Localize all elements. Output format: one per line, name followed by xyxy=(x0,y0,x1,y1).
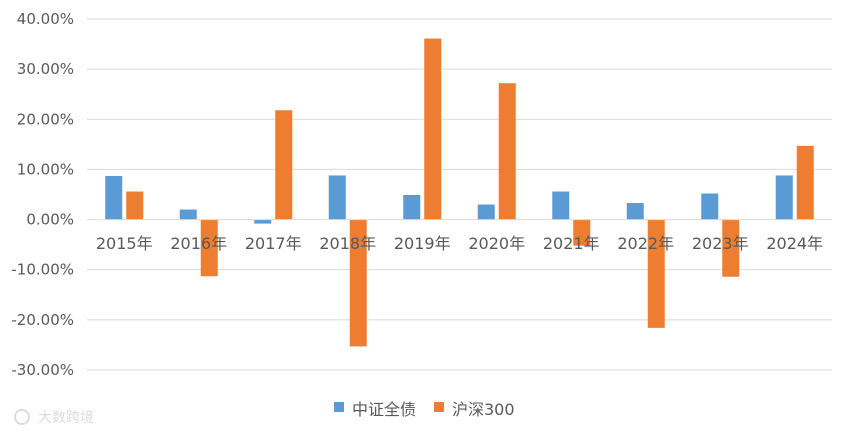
y-tick-label: -20.00% xyxy=(11,311,74,329)
bar-series-1 xyxy=(775,175,793,220)
y-tick-label: 40.00% xyxy=(17,10,74,28)
bars xyxy=(105,38,814,347)
y-tick-label: 0.00% xyxy=(26,211,74,229)
y-tick-label: -10.00% xyxy=(11,261,74,279)
x-axis-labels: 2015年 2016年 2017年 2018年 2019年 2020年 2021年 2022年… xyxy=(96,234,823,253)
bar-series-2 xyxy=(498,83,516,220)
x-tick-label: 2024年 xyxy=(766,234,823,253)
y-tick-label: 20.00% xyxy=(17,110,74,128)
bar-series-1 xyxy=(403,195,421,220)
legend-swatch-series-2 xyxy=(434,402,444,412)
x-tick-label: 2018年 xyxy=(319,234,376,253)
bar-series-1 xyxy=(179,209,197,220)
bar-series-2 xyxy=(349,219,367,347)
watermark-logo-icon xyxy=(14,409,30,425)
bar-series-2 xyxy=(424,38,442,220)
x-tick-label: 2020年 xyxy=(468,234,525,253)
y-tick-label: 10.00% xyxy=(17,160,74,178)
bar-series-2 xyxy=(275,110,293,220)
x-tick-label: 2015年 xyxy=(96,234,153,253)
bar-series-2 xyxy=(200,219,218,277)
bar-series-1 xyxy=(701,193,719,220)
y-tick-label: 30.00% xyxy=(17,60,74,78)
bar-series-2 xyxy=(796,145,814,220)
y-tick-label: -30.00% xyxy=(11,361,74,379)
x-tick-label: 2017年 xyxy=(245,234,302,253)
bar-series-2 xyxy=(573,219,591,246)
y-axis-labels: 40.00% 30.00% 20.00% 10.00% 0.00% -10.00% -20.… xyxy=(11,10,74,379)
watermark: 大数跨境 xyxy=(14,409,94,426)
x-tick-label: 2016年 xyxy=(170,234,227,253)
legend: 中证全债 沪深300 xyxy=(334,400,515,419)
bar-series-1 xyxy=(477,204,495,220)
bar-series-1 xyxy=(552,191,570,220)
x-tick-label: 2022年 xyxy=(617,234,674,253)
x-tick-label: 2019年 xyxy=(394,234,451,253)
bar-series-1 xyxy=(254,219,272,224)
gridlines xyxy=(87,18,832,371)
watermark-text: 大数跨境 xyxy=(38,410,94,426)
legend-label-series-2: 沪深300 xyxy=(452,400,515,419)
bar-series-2 xyxy=(722,219,740,277)
bar-series-1 xyxy=(328,175,346,220)
legend-label-series-1: 中证全债 xyxy=(352,400,416,419)
bar-series-2 xyxy=(126,191,144,220)
bar-series-2 xyxy=(647,219,665,328)
bar-series-1 xyxy=(105,175,123,220)
x-tick-label: 2021年 xyxy=(543,234,600,253)
bar-series-1 xyxy=(626,203,644,220)
legend-swatch-series-1 xyxy=(334,402,344,412)
x-tick-label: 2023年 xyxy=(692,234,749,253)
